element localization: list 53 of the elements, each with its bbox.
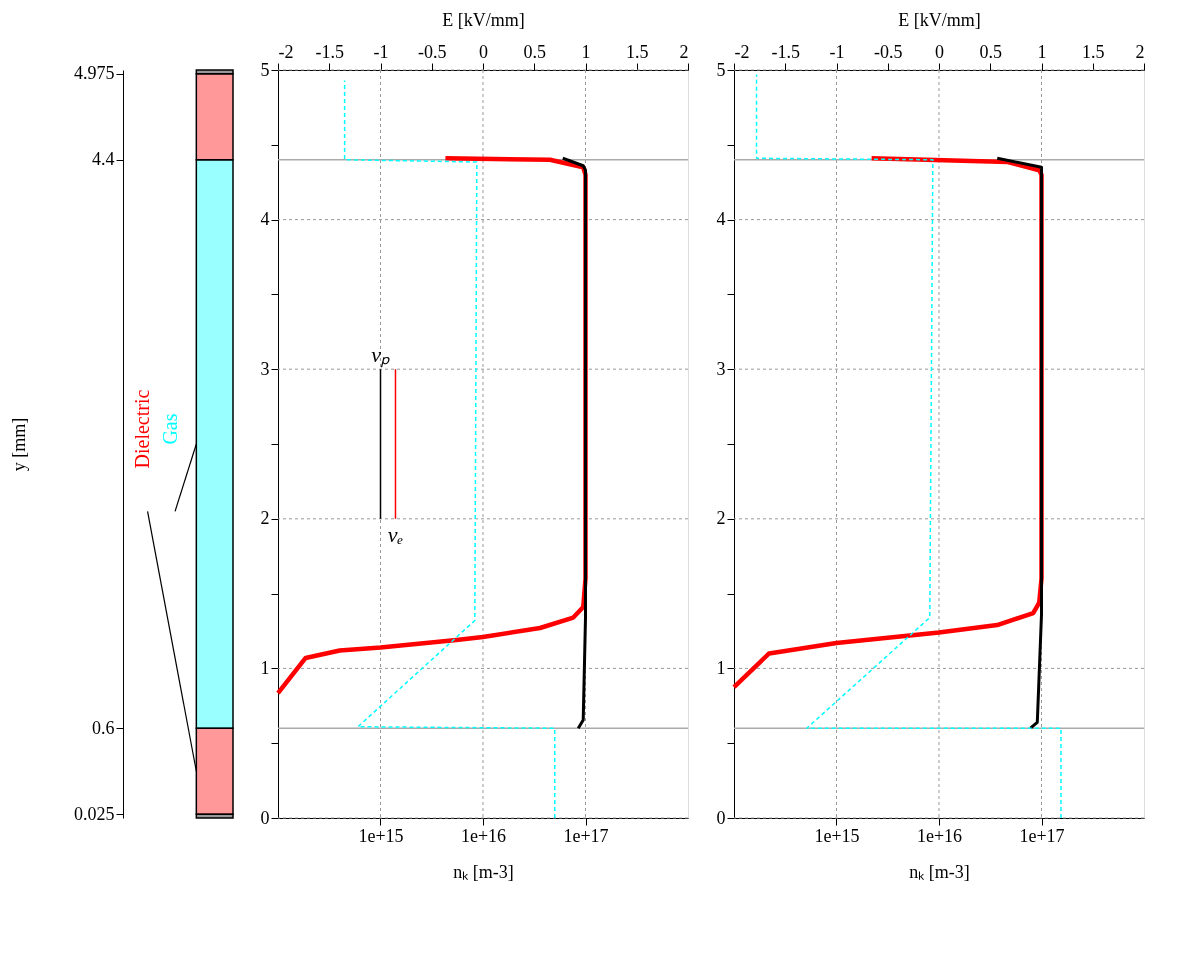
x-tick-label: 1e+15 bbox=[814, 825, 860, 846]
x-tick-label: 1e+15 bbox=[358, 825, 404, 846]
x2-tick-label: -1.5 bbox=[315, 41, 344, 62]
x-tick-label: 1e+16 bbox=[916, 825, 963, 846]
bar bbox=[195, 72, 234, 161]
y-tick-label: 4 bbox=[260, 209, 270, 230]
y-tick-label: 5 bbox=[716, 59, 726, 80]
annotation: vₚ bbox=[371, 342, 390, 369]
y-tick-label: 2 bbox=[716, 508, 726, 529]
x-tick-label: 1e+16 bbox=[460, 825, 507, 846]
y-tick-label: 0 bbox=[716, 807, 726, 828]
y-tick-label: 0.6 bbox=[92, 717, 115, 738]
x2-tick-label: 0 bbox=[479, 41, 488, 62]
x2-axis-title: E [kV/mm] bbox=[898, 9, 981, 30]
x2-tick-label: 1.5 bbox=[626, 41, 649, 62]
x-tick-label: 1e+17 bbox=[1019, 825, 1065, 846]
y-tick-label: 1 bbox=[260, 657, 270, 678]
x2-tick-label: 1.5 bbox=[1082, 41, 1105, 62]
y-tick-label: 1 bbox=[716, 657, 726, 678]
x2-tick-label: -2 bbox=[278, 41, 294, 62]
x2-tick-label: 0 bbox=[935, 41, 944, 62]
y-tick-label: 3 bbox=[716, 358, 726, 379]
x-axis-title: nₖ [m-3] bbox=[453, 861, 514, 882]
y-tick-label: 4.4 bbox=[92, 149, 115, 170]
bar bbox=[195, 159, 234, 729]
y-tick-label: 4 bbox=[716, 209, 726, 230]
y-tick-label: 3 bbox=[260, 358, 270, 379]
x2-tick-label: 0.5 bbox=[523, 41, 546, 62]
x2-tick-label: -2 bbox=[734, 41, 750, 62]
x2-tick-label: -0.5 bbox=[418, 41, 447, 62]
y-tick-label: 0.025 bbox=[74, 803, 115, 824]
x2-tick-label: 1 bbox=[1037, 41, 1047, 62]
x2-tick-label: 2 bbox=[1135, 41, 1145, 62]
text: Gas bbox=[158, 413, 181, 445]
x2-axis-title: E [kV/mm] bbox=[442, 9, 525, 30]
bar bbox=[195, 69, 234, 75]
y-tick-label: 0 bbox=[260, 807, 270, 828]
bar bbox=[195, 727, 234, 816]
x2-tick-label: 0.5 bbox=[979, 41, 1002, 62]
x-axis-title: nₖ [m-3] bbox=[909, 861, 970, 882]
x2-tick-label: -1 bbox=[829, 41, 845, 62]
x2-tick-label: -1.5 bbox=[771, 41, 800, 62]
x2-tick-label: 1 bbox=[581, 41, 591, 62]
text: Dielectric bbox=[131, 389, 154, 469]
annotation: vₑ bbox=[387, 521, 404, 547]
x-tick-label: 1e+17 bbox=[563, 825, 609, 846]
y-tick-label: 2 bbox=[260, 508, 270, 529]
y-tick-label: 5 bbox=[260, 59, 270, 80]
y-axis-title: y [mm] bbox=[9, 417, 29, 472]
x2-tick-label: -1 bbox=[373, 41, 389, 62]
y-tick-label: 4.975 bbox=[74, 63, 115, 84]
x2-tick-label: 2 bbox=[679, 41, 689, 62]
x2-tick-label: -0.5 bbox=[874, 41, 903, 62]
